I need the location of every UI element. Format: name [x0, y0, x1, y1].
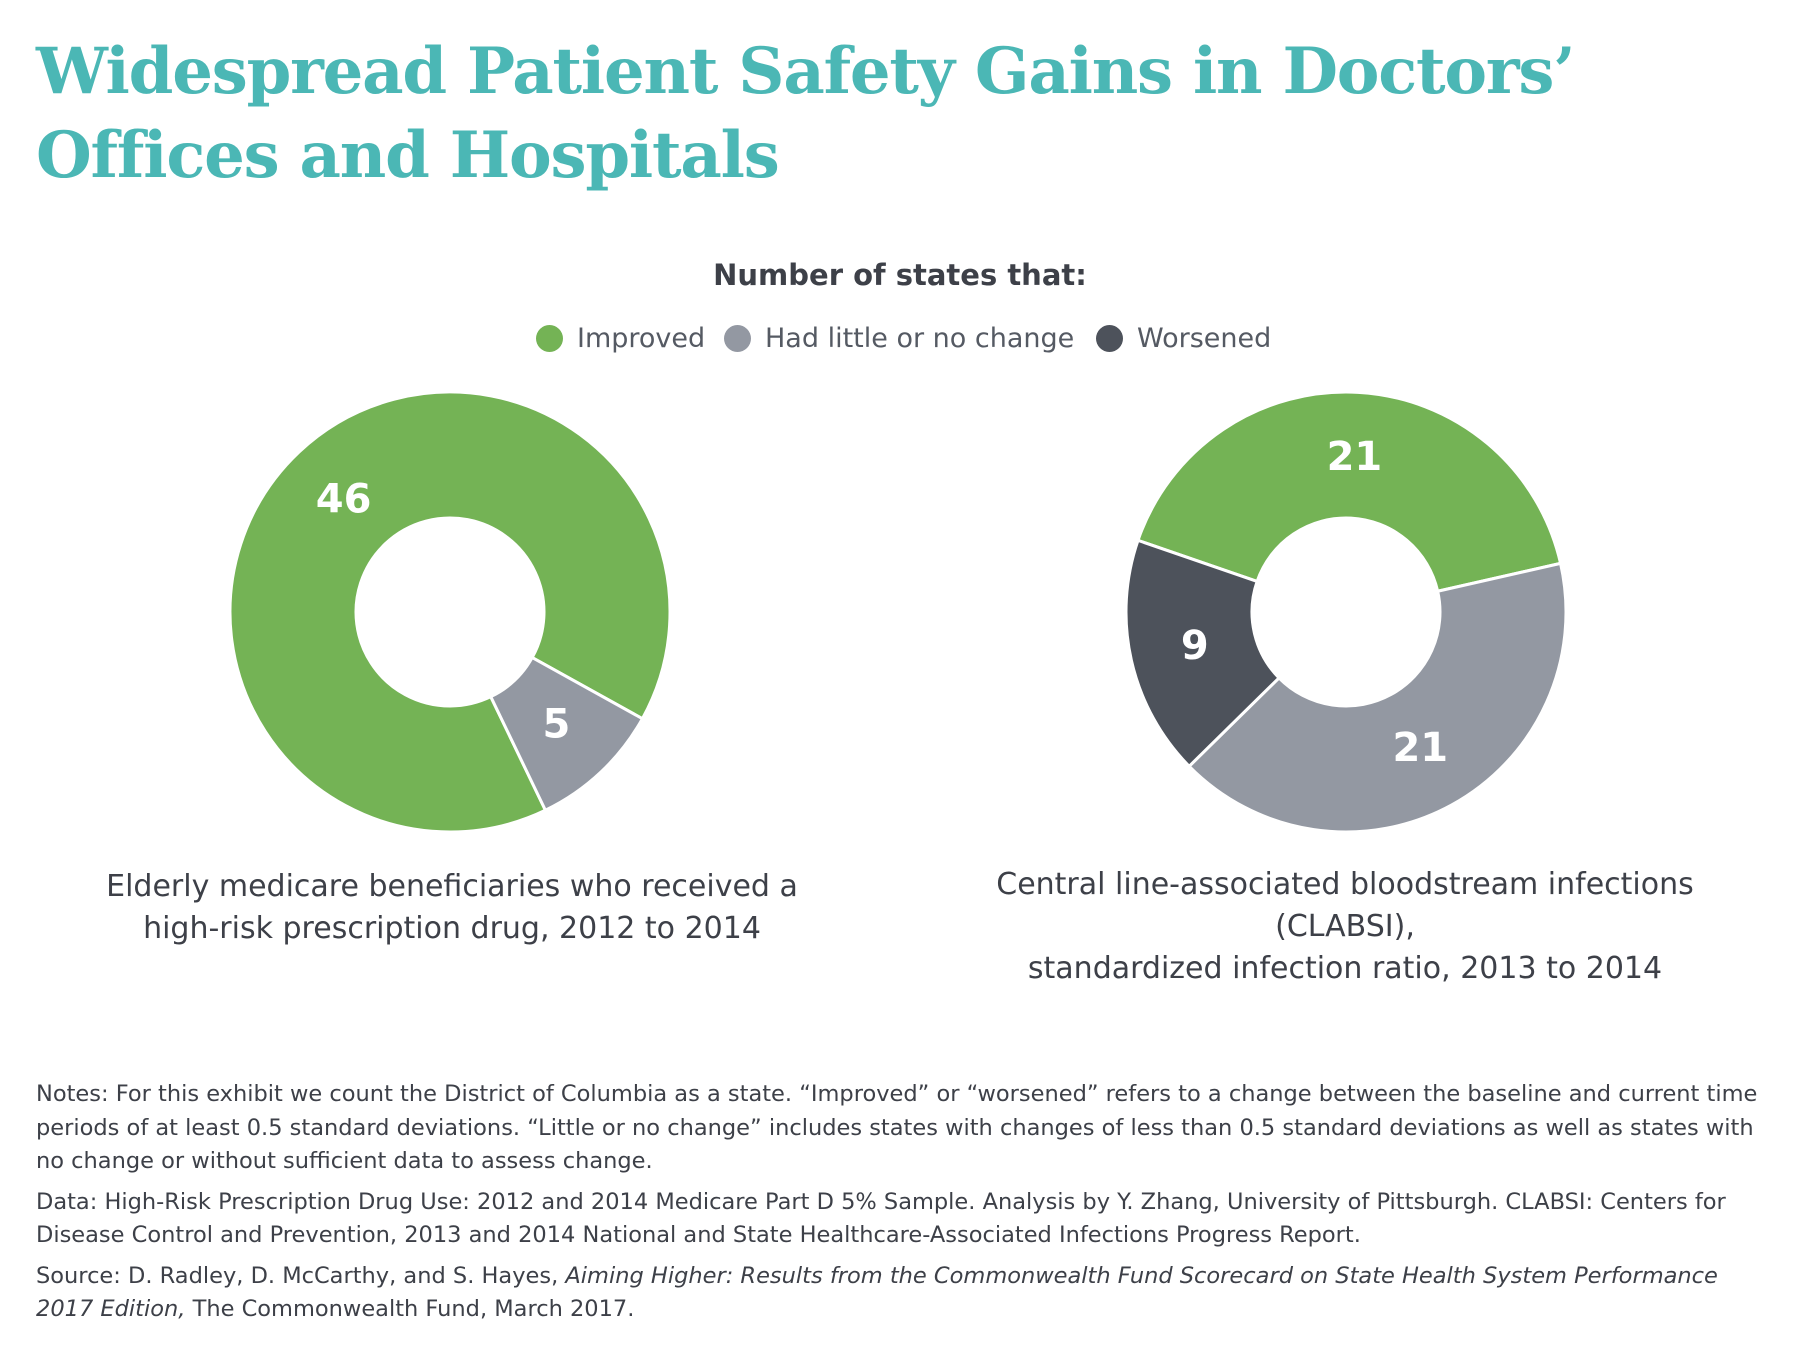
data-label-had-little-or-no-change: 21	[1392, 725, 1448, 771]
page-title: Widespread Patient Safety Gains in Docto…	[36, 34, 1576, 193]
notes-paragraph: Notes: For this exhibit we count the Dis…	[36, 1081, 1758, 1174]
donut-slice-had-little-or-no-change	[489, 656, 644, 812]
legend-swatch-no-change	[724, 324, 751, 352]
legend-item-improved: Improved	[536, 318, 705, 358]
data-label-improved: 21	[1327, 434, 1383, 480]
legend-title: Number of states that:	[713, 258, 1087, 292]
legend-label-improved: Improved	[577, 322, 706, 354]
donut-slice-worsened	[1124, 538, 1281, 768]
donut-slice-had-little-or-no-change	[1187, 561, 1568, 834]
footnotes: Notes: For this exhibit we count the Dis…	[36, 1078, 1776, 1334]
legend-label-no-change: Had little or no change	[765, 322, 1075, 354]
caption-line-2: standardized infection ratio, 2013 to 20…	[1027, 951, 1663, 986]
caption-line-1: Elderly medicare beneficiaries who recei…	[106, 869, 798, 904]
data-label-had-little-or-no-change: 5	[542, 702, 570, 748]
donut-chart-clabsi: 21 21 9	[1124, 390, 1568, 834]
source-paragraph: Source: D. Radley, D. McCarthy, and S. H…	[36, 1260, 1776, 1327]
legend-item-no-change: Had little or no change	[724, 318, 1074, 358]
data-label-improved: 46	[316, 476, 372, 522]
legend: Improved Had little or no change Worsene…	[0, 318, 1800, 358]
data-label-worsened: 9	[1181, 623, 1209, 669]
data-paragraph: Data: High-Risk Prescription Drug Use: 2…	[36, 1188, 1726, 1249]
source-prefix: Source: D. Radley, D. McCarthy, and S. H…	[36, 1262, 566, 1289]
legend-label-worsened: Worsened	[1137, 322, 1272, 354]
legend-swatch-worsened	[1096, 324, 1123, 352]
donut-slice-improved	[1136, 390, 1563, 593]
chart-caption-high-risk-prescription: Elderly medicare beneficiaries who recei…	[92, 866, 812, 950]
caption-line-1: Central line-associated bloodstream infe…	[996, 867, 1694, 944]
legend-swatch-improved	[536, 324, 563, 352]
source-title: Aiming Higher: Results from the Commonwe…	[36, 1262, 1718, 1323]
donut-slice-improved	[228, 390, 672, 834]
chart-caption-clabsi: Central line-associated bloodstream infe…	[985, 864, 1705, 990]
legend-item-worsened: Worsened	[1096, 318, 1271, 358]
caption-line-2: high-risk prescription drug, 2012 to 201…	[143, 911, 761, 946]
donut-chart-high-risk-prescription: 46 5	[228, 390, 672, 834]
source-suffix: The Commonwealth Fund, March 2017.	[185, 1296, 635, 1322]
